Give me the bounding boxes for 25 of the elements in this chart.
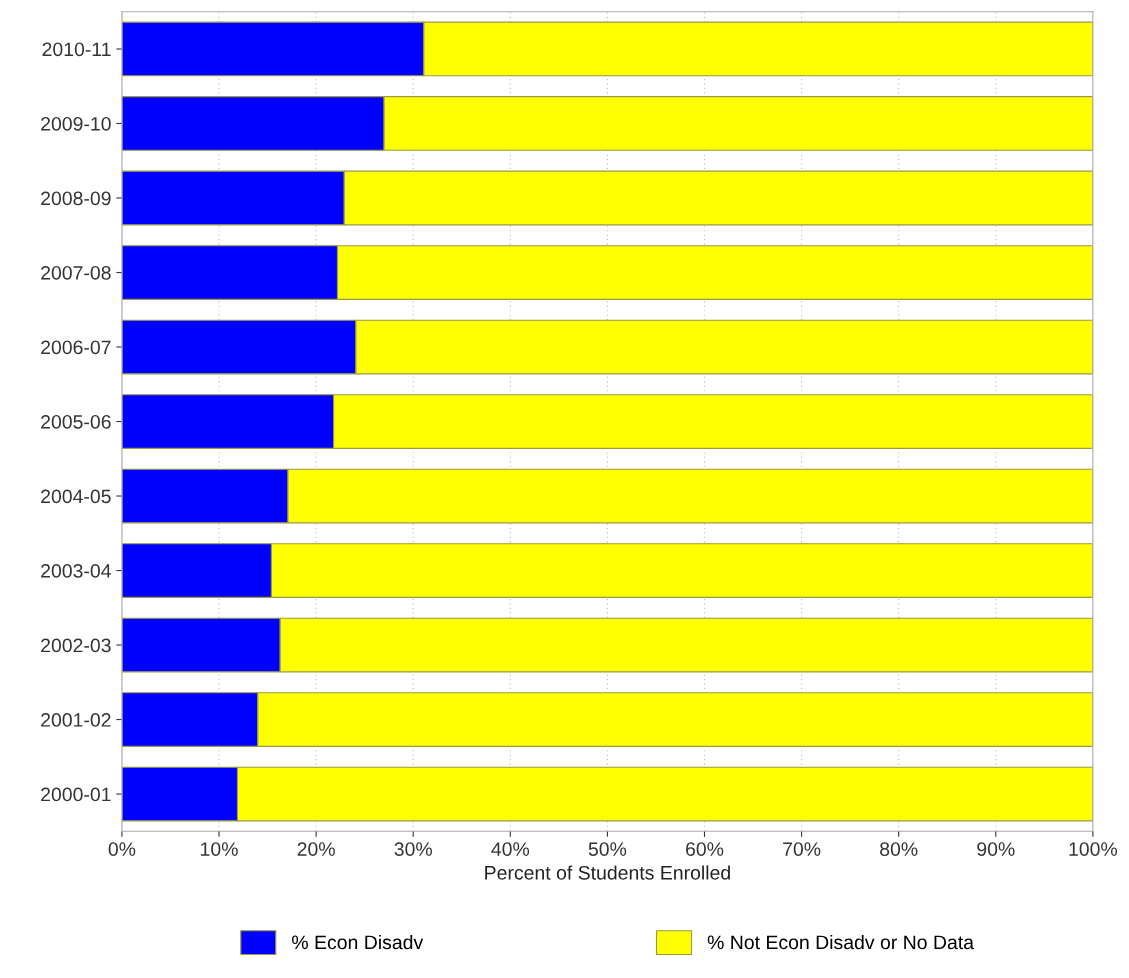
x-tick-label: 90%	[977, 842, 1015, 856]
y-tick-label: 2000-01	[41, 787, 111, 802]
x-tick-label: 100%	[1069, 842, 1118, 856]
legend-label: % Econ Disadv	[292, 934, 424, 950]
y-tick-label: 2010-11	[42, 42, 111, 57]
y-tick-label: 2009-10	[41, 116, 111, 131]
x-tick-label: 50%	[588, 842, 627, 856]
x-tick-label: 0%	[108, 842, 136, 856]
x-tick-label: 20%	[297, 842, 335, 856]
y-tick-label: 2007-08	[41, 265, 111, 280]
x-tick-label: 80%	[880, 842, 918, 856]
legend-label: % Not Econ Disadv or No Data	[707, 934, 975, 950]
x-tick-label: 30%	[394, 842, 432, 856]
x-tick-label: 10%	[201, 842, 238, 856]
y-tick-label: 2003-04	[41, 564, 111, 578]
x-tick-label: 60%	[686, 842, 724, 856]
x-tick-label: 70%	[783, 842, 821, 856]
y-tick-label: 2006-07	[41, 340, 111, 355]
y-tick-label: 2008-09	[41, 191, 111, 206]
y-tick-label: 2001-02	[41, 713, 111, 727]
y-tick-label: 2005-06	[41, 414, 111, 429]
x-axis-title: Percent of Students Enrolled	[485, 865, 730, 880]
y-tick-label: 2004-05	[41, 489, 111, 504]
x-tick-label: 40%	[491, 842, 530, 856]
y-tick-label: 2002-03	[41, 638, 111, 653]
